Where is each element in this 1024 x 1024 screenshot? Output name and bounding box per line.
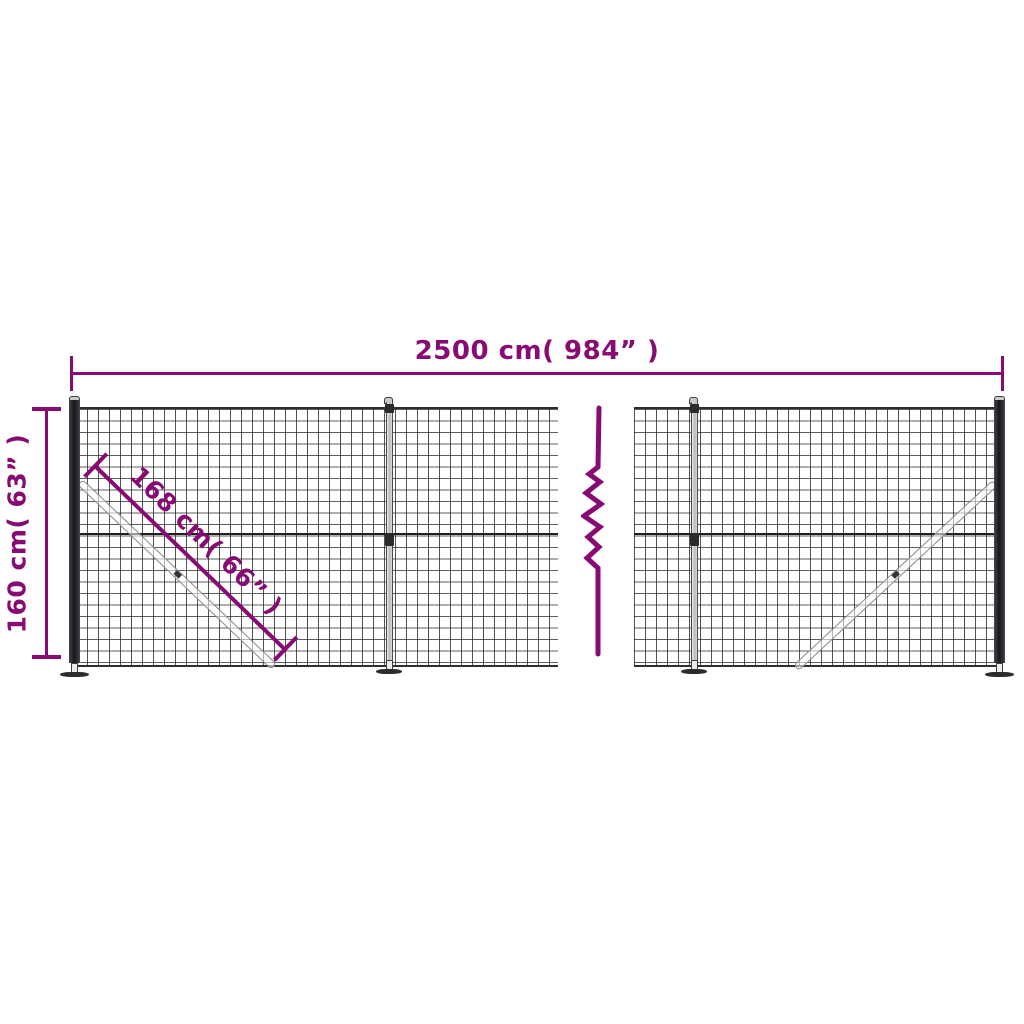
mesh-middle-wire (76, 533, 558, 535)
strut-clamp (891, 570, 901, 579)
width-dimension-tick-right (1001, 356, 1004, 391)
end-post-right (994, 400, 1005, 663)
flange-foot-base (985, 672, 1014, 677)
break-zigzag-line (581, 405, 606, 657)
post-clip (690, 533, 699, 546)
post-clip (690, 404, 699, 413)
height-dimension-cap-bottom (32, 655, 61, 659)
middle-post-left (386, 402, 393, 660)
width-dimension-label: 2500 cm( 984” ) (414, 336, 660, 366)
flange-foot-base (681, 669, 707, 674)
width-dimension-line (72, 372, 1003, 375)
post-clip (385, 533, 394, 546)
post-clip (385, 404, 394, 413)
strut-clamp (173, 570, 183, 579)
width-dimension-tick-left (70, 356, 73, 391)
height-dimension-line (45, 409, 48, 657)
mesh-middle-wire (634, 533, 1003, 535)
height-dimension-labelbox: 160 cm( 63” ) (0, 409, 36, 657)
middle-post-right (691, 402, 698, 660)
height-dimension-cap-top (32, 407, 61, 411)
height-dimension-label: 160 cm( 63” ) (2, 433, 32, 633)
flange-foot-base (60, 672, 89, 677)
flange-foot-base (376, 669, 402, 674)
end-post-left (69, 400, 80, 663)
fence-mesh-left-panel (76, 407, 558, 667)
